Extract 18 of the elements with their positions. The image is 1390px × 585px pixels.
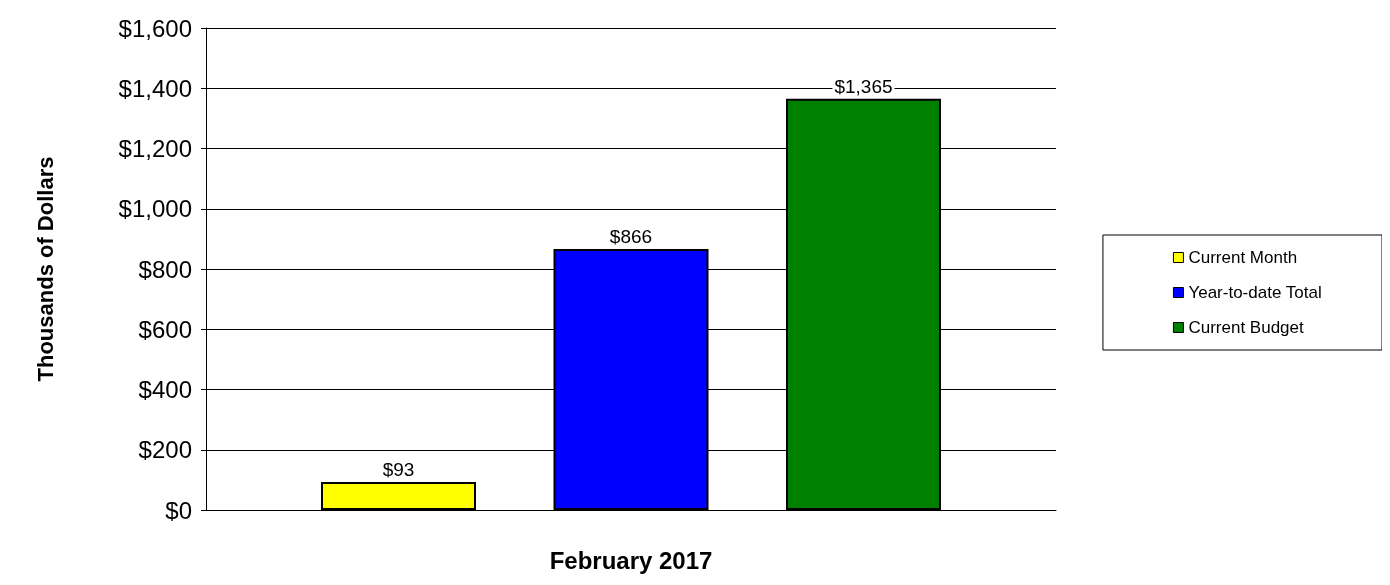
x-axis-title: February 2017: [549, 546, 713, 574]
y-tick-label: $1,600: [118, 14, 192, 42]
data-label: $866: [609, 226, 653, 248]
y-tick-label: $1,200: [118, 135, 192, 162]
y-tick-label: $600: [138, 315, 192, 343]
y-tick-label: $1,400: [118, 74, 192, 102]
y-tick-label: $0: [165, 496, 192, 524]
legend-label: Year-to-date Total: [1188, 283, 1322, 302]
data-label: $1,365: [834, 75, 893, 97]
y-tick-label: $400: [138, 376, 192, 403]
y-tick-label: $800: [138, 255, 192, 283]
y-tick-label: $200: [138, 436, 192, 464]
y-tick-label: $1,000: [118, 195, 192, 223]
data-label: $93: [382, 458, 415, 480]
legend-label: Current Budget: [1188, 318, 1304, 337]
bar: [321, 481, 476, 510]
y-axis-title: Thousands of Dollars: [32, 156, 58, 382]
legend-label: Current Month: [1188, 248, 1298, 267]
